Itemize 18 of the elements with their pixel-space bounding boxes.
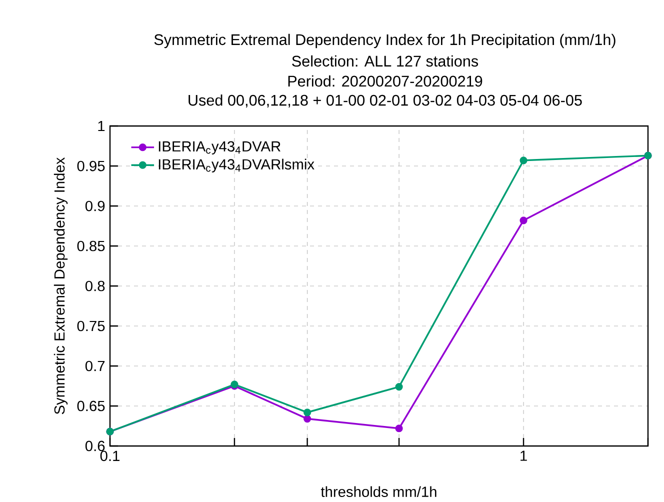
y-tick-label: 0.9 bbox=[85, 200, 105, 212]
y-tick-label: 0.85 bbox=[77, 240, 105, 252]
y-tick-label: 1 bbox=[98, 120, 105, 132]
y-tick-label: 0.75 bbox=[77, 320, 105, 332]
x-tick-label: 0.1 bbox=[100, 450, 120, 462]
y-tick-label: 0.7 bbox=[85, 360, 105, 372]
y-tick-label: 0.6 bbox=[85, 440, 105, 452]
y-tick-label: 0.95 bbox=[77, 160, 105, 172]
y-tick-label: 0.8 bbox=[85, 280, 105, 292]
text: Used 00,06,12,18 + 01-00 02-01 03-02 04-03 05-04 06-05 bbox=[188, 94, 582, 108]
chart-title: Symmetric Extremal Dependency Index for 1h Precipitation (mm/1h) bbox=[154, 34, 616, 48]
x-axis-title: thresholds mm/1h bbox=[320, 486, 436, 498]
y-axis-title: Symmetric Extremal Dependency Index bbox=[54, 157, 68, 414]
text: Period: 20200207-20200219 bbox=[288, 75, 482, 87]
legend-label: IBERIA$_{c}$y43$_{4}$DVARlsmix bbox=[158, 158, 314, 172]
chart-subtitle: Selection: ALL 127 stations bbox=[292, 55, 478, 67]
legend-label: IBERIA$_{c}$y43$_{4}$DVAR bbox=[158, 141, 280, 154]
y-tick-label: 0.65 bbox=[77, 400, 105, 412]
